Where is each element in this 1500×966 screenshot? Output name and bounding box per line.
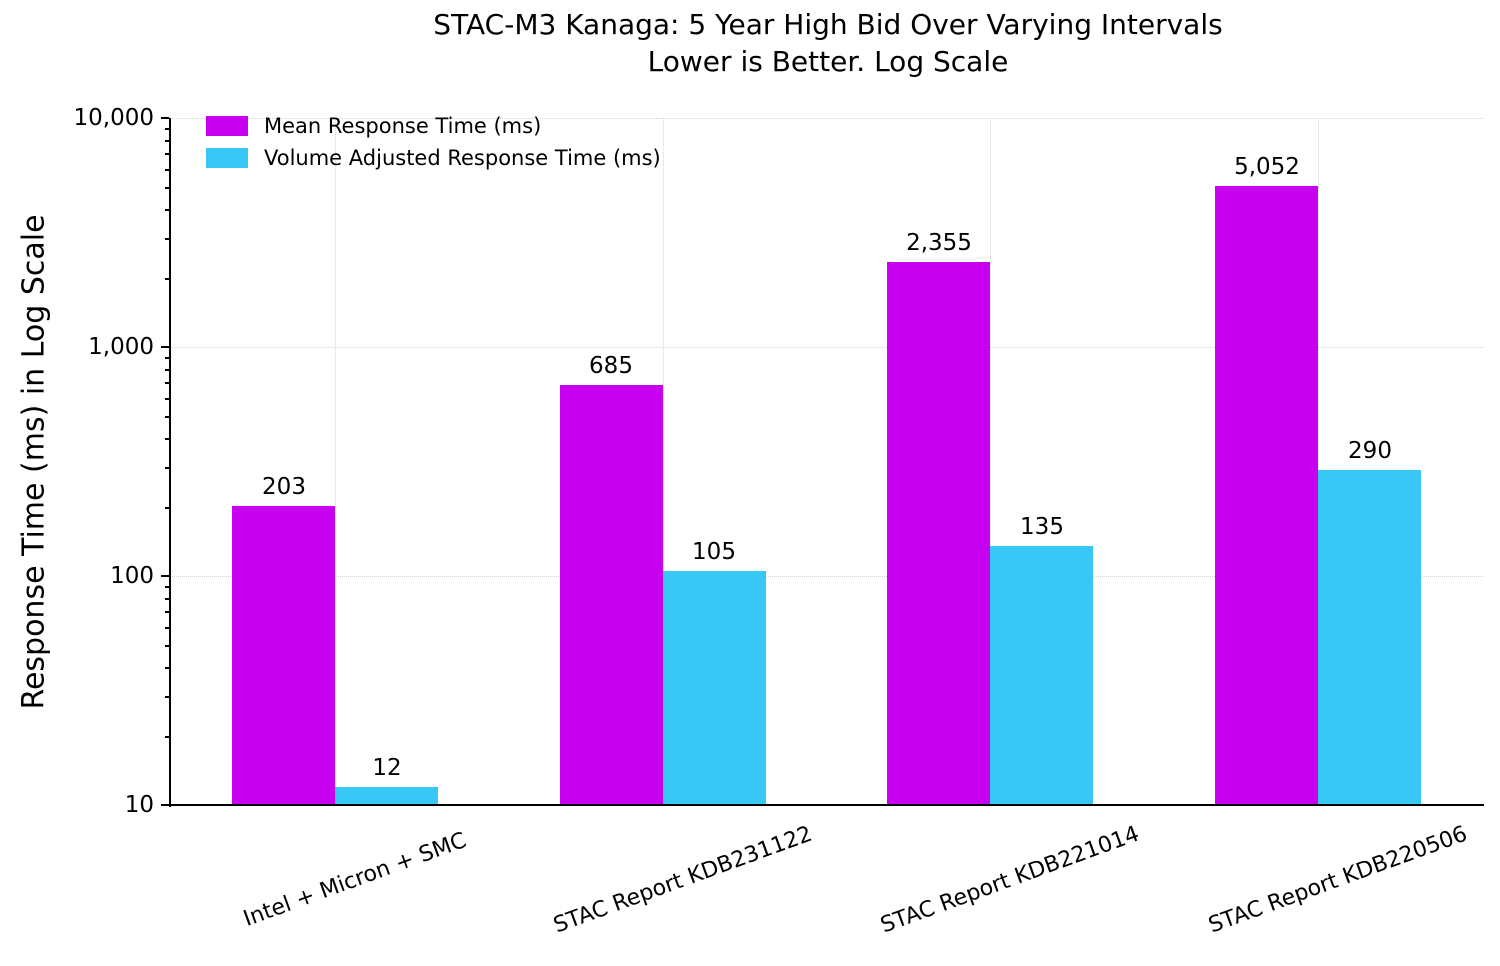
gridline-horizontal <box>170 118 1483 119</box>
y-minor-tick <box>165 238 169 240</box>
y-minor-tick <box>165 467 169 469</box>
y-minor-tick <box>165 598 169 600</box>
legend-item-mean: Mean Response Time (ms) <box>206 110 661 142</box>
y-minor-tick <box>165 507 169 509</box>
y-minor-tick <box>165 369 169 371</box>
x-tick-label: Intel + Micron + SMC <box>240 828 470 932</box>
bar-volume-adjusted <box>663 571 766 805</box>
y-tick-label: 100 <box>110 563 154 589</box>
x-tick-label: STAC Report KDB231122 <box>550 821 816 939</box>
y-minor-tick <box>165 696 169 698</box>
y-major-tick <box>161 575 169 577</box>
y-minor-tick <box>165 416 169 418</box>
bar-mean <box>1215 186 1318 805</box>
bar-volume-adjusted <box>1318 470 1421 805</box>
legend-item-volume-adjusted: Volume Adjusted Response Time (ms) <box>206 142 661 174</box>
y-minor-tick <box>165 438 169 440</box>
y-minor-tick <box>165 736 169 738</box>
y-minor-tick <box>165 382 169 384</box>
bar-value-label: 203 <box>262 474 306 500</box>
bar-mean <box>887 262 990 805</box>
bar-volume-adjusted <box>335 787 438 805</box>
y-major-tick <box>161 346 169 348</box>
bar-value-label: 105 <box>692 539 736 565</box>
y-tick-label: 1,000 <box>88 334 154 360</box>
chart-title-line1: STAC-M3 Kanaga: 5 Year High Bid Over Var… <box>433 8 1223 41</box>
y-minor-tick <box>165 278 169 280</box>
y-minor-tick <box>165 153 169 155</box>
y-minor-tick <box>165 209 169 211</box>
chart-title-line2: Lower is Better. Log Scale <box>647 45 1009 78</box>
y-minor-tick <box>165 357 169 359</box>
bar-volume-adjusted <box>990 546 1093 805</box>
y-minor-tick <box>165 645 169 647</box>
y-minor-tick <box>165 627 169 629</box>
gridline-horizontal <box>170 576 1483 577</box>
y-tick-label: 10 <box>124 792 154 818</box>
x-axis-spine <box>169 804 1484 806</box>
gridline-horizontal <box>170 347 1483 348</box>
y-minor-tick <box>165 128 169 130</box>
gridline-vertical <box>335 118 336 805</box>
bar-value-label: 685 <box>589 353 633 379</box>
y-minor-tick <box>165 586 169 588</box>
x-tick-label: STAC Report KDB221014 <box>877 821 1143 939</box>
bar-mean <box>560 385 663 805</box>
legend: Mean Response Time (ms) Volume Adjusted … <box>206 110 661 174</box>
y-minor-tick <box>165 667 169 669</box>
bar-mean <box>232 506 335 805</box>
y-axis-label: Response Time (ms) in Log Scale <box>16 214 52 710</box>
bar-value-label: 290 <box>1348 438 1392 464</box>
y-major-tick <box>161 117 169 119</box>
y-tick-label: 10,000 <box>73 105 154 131</box>
bar-value-label: 135 <box>1020 514 1064 540</box>
bar-value-label: 2,355 <box>906 230 972 256</box>
y-minor-tick <box>165 140 169 142</box>
bar-value-label: 5,052 <box>1234 154 1300 180</box>
legend-label-volume-adjusted: Volume Adjusted Response Time (ms) <box>264 146 661 170</box>
y-minor-tick <box>165 611 169 613</box>
gridline-vertical <box>1318 118 1319 805</box>
gridline-vertical <box>663 118 664 805</box>
legend-swatch-volume-adjusted <box>206 148 248 168</box>
y-minor-tick <box>165 187 169 189</box>
chart-title: STAC-M3 Kanaga: 5 Year High Bid Over Var… <box>170 6 1486 80</box>
y-minor-tick <box>165 169 169 171</box>
bar-value-label: 12 <box>372 755 402 781</box>
legend-swatch-mean <box>206 116 248 136</box>
y-minor-tick <box>165 398 169 400</box>
x-tick-label: STAC Report KDB220506 <box>1205 821 1471 939</box>
y-axis-spine <box>169 118 171 807</box>
gridline-vertical <box>990 118 991 805</box>
y-major-tick <box>161 804 169 806</box>
legend-label-mean: Mean Response Time (ms) <box>264 114 542 138</box>
